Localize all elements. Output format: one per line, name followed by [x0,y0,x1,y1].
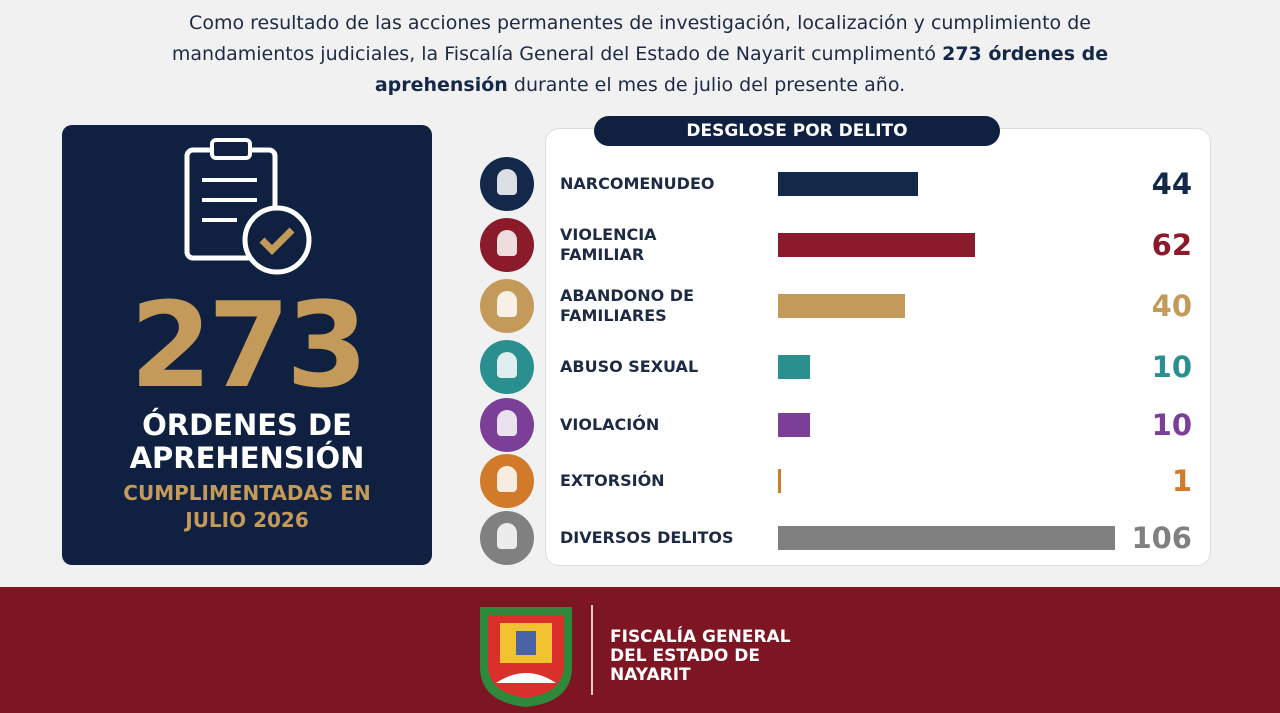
value-label: 44 [1151,167,1192,201]
intro: Como resultado de las acciones permanent… [150,8,1130,101]
category-icon [480,511,534,565]
intro-bold: 273 órdenes de aprehensión [374,43,1109,96]
category-icon [480,218,534,272]
value-label: 1 [1171,464,1192,498]
intro-text: Como resultado de las acciones permanent… [171,12,1091,65]
value-label: 10 [1151,408,1192,442]
category-icon [480,454,534,508]
bar-row: EXTORSIÓN 1 [480,454,1200,510]
chart-title: DESGLOSE POR DELITO [594,116,1000,146]
category-label: NARCOMENUDEO [560,174,715,193]
intro-text: durante el mes de julio del presente año… [513,74,906,96]
bar [778,413,810,437]
bar-row: VIOLACIÓN 10 [480,398,1200,454]
bar-row: DIVERSOS DELITOS 106 [480,511,1200,567]
value-label: 62 [1151,228,1192,262]
total-sublabel: CUMPLIMENTADAS EN JULIO 2026 [123,481,371,532]
bar [778,469,782,493]
footer-line: NAYARIT [610,665,691,685]
value-label: 10 [1151,350,1192,384]
category-label: DIVERSOS DELITOS [560,528,734,547]
bar-row: NARCOMENUDEO 44 [480,157,1200,213]
total-number: 273 [129,276,368,414]
footer: FISCALÍA GENERAL DEL ESTADO DE NAYARIT [0,587,1280,713]
bar [778,355,810,379]
footer-line: DEL ESTADO DE [610,646,760,666]
bar-row: VIOLENCIA FAMILIAR 62 [480,218,1200,274]
bar [778,294,906,318]
category-label: ABUSO SEXUAL [560,357,699,376]
value-label: 40 [1151,289,1192,323]
category-label: EXTORSIÓN [560,471,665,490]
value-label: 106 [1131,521,1192,555]
bar [778,526,1115,550]
category-icon [480,398,534,452]
bar-row: ABANDONO DE FAMILIARES 40 [480,279,1200,335]
total-label: ÓRDENES DE APREHENSIÓN [129,408,365,475]
summary-card: 273 ÓRDENES DE APREHENSIÓN CUMPLIMENTADA… [62,125,432,565]
category-icon [480,279,534,333]
bar [778,172,918,196]
logo [480,605,593,707]
category-label: ABANDONO DE FAMILIARES [560,286,695,325]
footer-text: FISCALÍA GENERAL DEL ESTADO DE NAYARIT [610,628,791,685]
category-icon [480,340,534,394]
category-icon [480,157,534,211]
footer-line: FISCALÍA GENERAL [610,627,791,647]
category-label: VIOLACIÓN [560,415,660,434]
bar-row: ABUSO SEXUAL 10 [480,340,1200,396]
bar [778,233,976,257]
chart-panel [545,128,1211,566]
category-label: VIOLENCIA FAMILIAR [560,225,657,264]
clipboard-icon [184,138,312,275]
